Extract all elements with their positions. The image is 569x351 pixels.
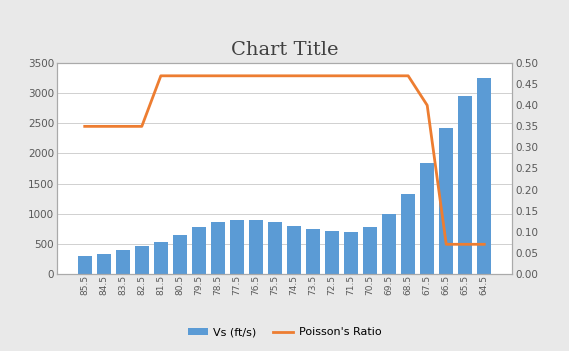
Bar xyxy=(439,128,453,274)
Poisson's Ratio xyxy=(329,74,336,78)
Poisson's Ratio xyxy=(253,74,259,78)
Poisson's Ratio xyxy=(386,74,393,78)
Poisson's Ratio xyxy=(443,242,450,246)
Poisson's Ratio xyxy=(158,74,164,78)
Poisson's Ratio xyxy=(271,74,278,78)
Poisson's Ratio xyxy=(138,124,145,128)
Poisson's Ratio xyxy=(424,103,431,107)
Poisson's Ratio xyxy=(462,242,469,246)
Bar xyxy=(249,220,263,274)
Line: Poisson's Ratio: Poisson's Ratio xyxy=(85,76,484,244)
Poisson's Ratio xyxy=(310,74,316,78)
Bar xyxy=(382,214,396,274)
Poisson's Ratio xyxy=(366,74,373,78)
Bar xyxy=(477,78,492,274)
Poisson's Ratio xyxy=(196,74,203,78)
Poisson's Ratio xyxy=(215,74,221,78)
Poisson's Ratio xyxy=(348,74,354,78)
Bar xyxy=(135,246,149,274)
Poisson's Ratio xyxy=(291,74,298,78)
Poisson's Ratio xyxy=(119,124,126,128)
Poisson's Ratio xyxy=(100,124,107,128)
Bar xyxy=(325,231,339,274)
Poisson's Ratio xyxy=(81,124,88,128)
Bar xyxy=(363,227,377,274)
Bar xyxy=(154,242,168,274)
Bar xyxy=(344,232,358,274)
Bar xyxy=(211,222,225,274)
Bar xyxy=(230,220,244,274)
Bar xyxy=(420,163,434,274)
Bar xyxy=(77,256,92,274)
Bar xyxy=(192,227,206,274)
Bar xyxy=(173,235,187,274)
Poisson's Ratio xyxy=(176,74,183,78)
Bar xyxy=(306,229,320,274)
Bar xyxy=(116,250,130,274)
Poisson's Ratio xyxy=(405,74,411,78)
Bar xyxy=(268,222,282,274)
Bar xyxy=(458,96,472,274)
Title: Chart Title: Chart Title xyxy=(231,41,338,59)
Bar xyxy=(401,194,415,274)
Bar xyxy=(287,226,301,274)
Poisson's Ratio xyxy=(233,74,240,78)
Bar xyxy=(97,254,111,274)
Legend: Vs (ft/s), Poisson's Ratio: Vs (ft/s), Poisson's Ratio xyxy=(183,323,386,342)
Poisson's Ratio xyxy=(481,242,488,246)
